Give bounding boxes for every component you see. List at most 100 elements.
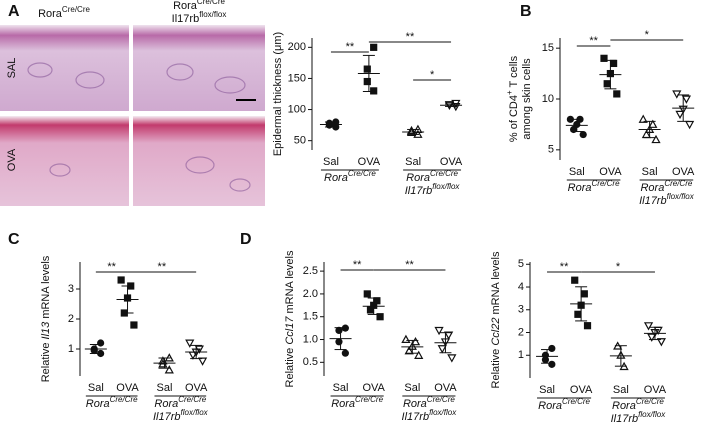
column-label-part: Cre/Cre [197, 0, 226, 6]
data-point [194, 345, 204, 354]
group-label-part: Il17rb [639, 195, 667, 207]
data-point [325, 119, 333, 127]
data-point [571, 276, 579, 284]
data-point [414, 350, 424, 359]
group-label-part: flox/flox [667, 192, 695, 201]
data-point [541, 351, 550, 359]
y-axis-label: Relative Il13 mRNA levels [40, 255, 52, 382]
group-label: RoraCre/Cre [86, 395, 138, 410]
group-label-part: Rora [324, 172, 348, 184]
group-label-part: Cre/Cre [427, 395, 456, 404]
data-point [648, 119, 658, 128]
group-label: RoraCre/Cre [154, 395, 206, 410]
data-point [672, 90, 682, 99]
y-tick-label: 2 [518, 326, 524, 338]
y-axis-label-part: Ccl22 [490, 318, 502, 346]
y-tick-label: 50 [294, 135, 306, 147]
x-tick-label: Sal [539, 384, 555, 396]
y-axis-label-part: among skin cells [521, 58, 533, 140]
x-tick-label: Sal [333, 382, 349, 394]
group-label: RoraCre/Cre [640, 179, 692, 194]
error-bar [324, 121, 337, 128]
error-bar [445, 103, 458, 107]
error-bar [677, 94, 690, 122]
x-tick-label: Sal [405, 156, 421, 168]
group-label-part: Il17rb [402, 411, 430, 423]
y-axis-label-part: T cells [508, 55, 520, 90]
y-tick-label: 4 [518, 281, 524, 293]
group-label-part: Rora [538, 400, 562, 412]
x-tick-label: OVA [644, 384, 667, 396]
error-bar [362, 54, 375, 93]
tissue-texture [27, 62, 251, 192]
data-point [548, 344, 556, 353]
group-label: RoraCre/Cre [612, 397, 664, 412]
group-label: Il17rbflox/flox [405, 182, 461, 197]
y-axis-label: among skin cells [521, 58, 533, 140]
group-label-part: Rora [403, 398, 427, 410]
y-tick-label: 100 [288, 103, 306, 115]
y-tick-label: 15 [542, 42, 554, 54]
data-point [197, 357, 208, 366]
error-bar [190, 344, 203, 360]
significance-label: * [430, 69, 435, 81]
data-point [675, 110, 685, 120]
column-label-part: Rora [173, 0, 198, 12]
y-axis-label: Relative Ccl22 mRNA levels [490, 251, 502, 388]
error-bar [407, 128, 420, 135]
y-tick-label: 5 [548, 144, 554, 156]
group-label-part: Il17rb [153, 411, 181, 423]
y-axis-label-part: Epidermal thickness (μm) [272, 32, 284, 156]
data-point [434, 326, 444, 336]
data-point [404, 346, 414, 355]
x-tick-label: OVA [362, 382, 385, 394]
y-axis-label-part: + [505, 90, 514, 95]
group-label-part: Rora [406, 172, 430, 184]
group-label: RoraCre/Cre [538, 397, 590, 412]
significance-label: ** [589, 35, 598, 47]
y-axis-label-part: Relative [490, 346, 502, 389]
data-point [130, 321, 138, 329]
y-tick-label: 3 [68, 283, 74, 295]
y-axis-label-part: Relative [40, 339, 52, 382]
data-point [603, 80, 611, 88]
group-label-part: Cre/Cre [430, 169, 459, 178]
group-label-part: Il17rb [405, 185, 433, 197]
panel-letter: D [240, 231, 252, 248]
image-ova-control [0, 116, 129, 206]
data-point [376, 313, 384, 321]
data-point [656, 338, 666, 347]
column-label-part: Cre/Cre [62, 5, 91, 14]
group-label-part: Cre/Cre [348, 169, 377, 178]
y-axis-label: Relative Ccl17 mRNA levels [284, 250, 296, 387]
significance-label: ** [353, 259, 362, 271]
data-point [366, 306, 375, 314]
error-bar [570, 118, 583, 133]
significance-label: ** [405, 259, 414, 271]
dot-plot: 1 2 3 Sal OVA Sal OVA ** ** [68, 261, 208, 397]
significance-label: ** [158, 261, 167, 273]
group-label: RoraCre/Cre [331, 395, 383, 410]
error-bar [158, 357, 171, 369]
group-label-part: flox/flox [429, 408, 457, 417]
data-point [574, 310, 582, 318]
y-axis-label: Epidermal thickness (μm) [272, 32, 284, 156]
group-label: Il17rbflox/flox [402, 408, 458, 423]
significance-label: ** [346, 41, 355, 53]
error-bar [334, 327, 347, 351]
y-tick-label: 2 [68, 313, 74, 325]
group-label-part: flox/flox [638, 410, 666, 419]
group-label: RoraCre/Cre [403, 395, 455, 410]
data-point [684, 120, 695, 130]
significance-label: ** [107, 261, 116, 273]
column-label: RoraCre/Cre [38, 5, 90, 20]
data-point [579, 130, 587, 139]
image-sal-knockout [133, 25, 265, 111]
data-point [651, 134, 661, 144]
data-point [370, 43, 378, 51]
x-tick-label: OVA [116, 382, 139, 394]
significance-label: * [645, 29, 650, 41]
data-point [447, 354, 457, 363]
